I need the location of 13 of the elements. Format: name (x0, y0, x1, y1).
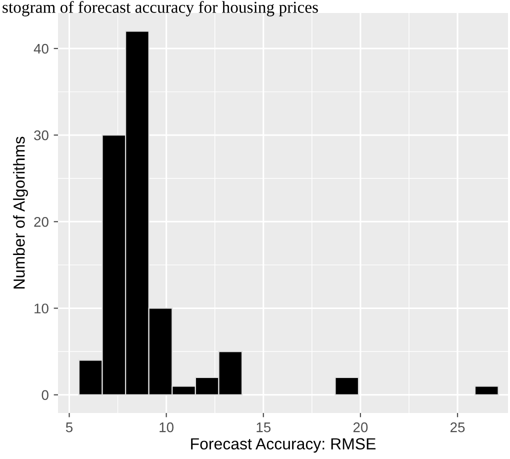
x-tick-label: 5 (66, 422, 73, 432)
y-tick-label: 10 (34, 304, 48, 314)
chart-title: stogram of forecast accuracy for housing prices (2, 1, 318, 16)
y-tick-label: 40 (34, 44, 48, 54)
y-tick-label: 0 (42, 390, 48, 400)
x-tick-label: 20 (353, 422, 368, 432)
x-axis-title: Forecast Accuracy: RMSE (191, 438, 376, 453)
y-tick-label: 30 (34, 130, 48, 140)
x-tick-label: 15 (256, 422, 271, 432)
x-tick-label: 25 (450, 422, 465, 432)
y-tick-label: 20 (34, 216, 48, 227)
x-tick-label: 10 (160, 422, 174, 432)
y-axis-title: Number of Algorithms (13, 136, 28, 288)
